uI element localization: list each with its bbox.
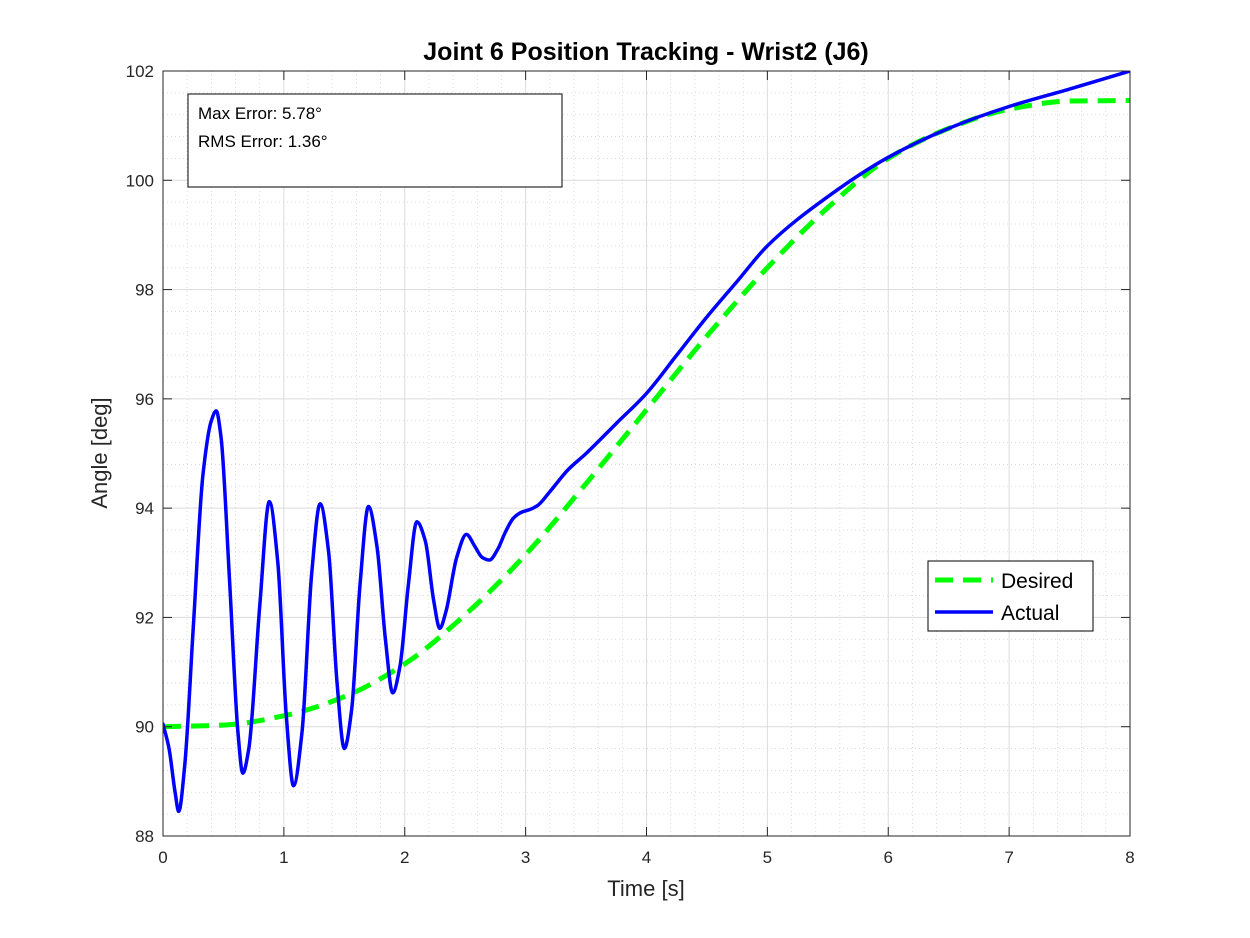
- x-axis-label: Time [s]: [607, 876, 684, 901]
- y-tick-label: 88: [135, 827, 154, 846]
- x-tick-label: 4: [642, 848, 651, 867]
- x-tick-label: 3: [521, 848, 530, 867]
- x-tick-label: 5: [763, 848, 772, 867]
- x-tick-label: 7: [1004, 848, 1013, 867]
- annotation-max-error: Max Error: 5.78°: [198, 104, 322, 123]
- chart-title: Joint 6 Position Tracking - Wrist2 (J6): [423, 38, 868, 66]
- y-tick-label: 98: [135, 281, 154, 300]
- annotation-box: Max Error: 5.78° RMS Error: 1.36°: [188, 94, 562, 187]
- y-tick-label: 94: [135, 499, 154, 518]
- annotation-rms-error: RMS Error: 1.36°: [198, 132, 328, 151]
- y-tick-label: 102: [126, 62, 154, 81]
- legend-actual-label: Actual: [1001, 602, 1059, 625]
- x-tick-label: 0: [158, 848, 167, 867]
- x-tick-label: 1: [279, 848, 288, 867]
- y-tick-label: 96: [135, 390, 154, 409]
- x-tick-label: 2: [400, 848, 409, 867]
- y-tick-label: 100: [126, 171, 154, 190]
- x-tick-label: 6: [884, 848, 893, 867]
- legend-desired-label: Desired: [1001, 570, 1073, 593]
- y-tick-label: 90: [135, 718, 154, 737]
- y-axis-label: Angle [deg]: [87, 397, 112, 508]
- x-tick-label: 8: [1125, 848, 1134, 867]
- y-tick-label: 92: [135, 608, 154, 627]
- legend: Desired Actual: [928, 561, 1093, 631]
